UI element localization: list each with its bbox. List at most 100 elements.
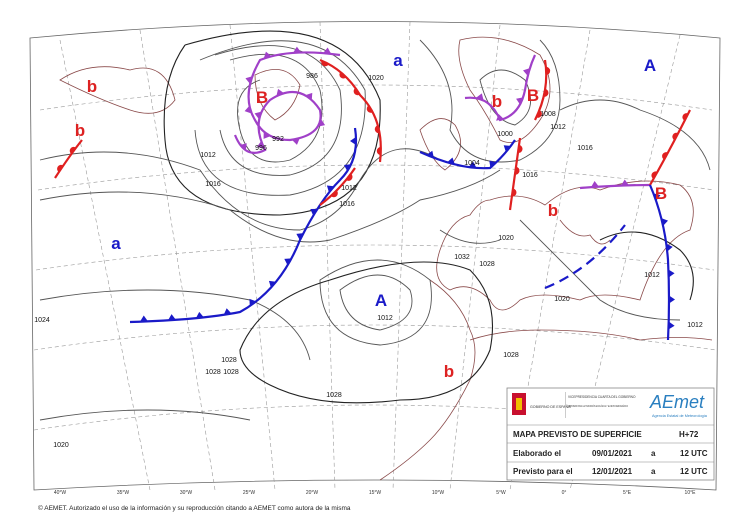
pressure-center: a bbox=[111, 234, 121, 253]
warm-front-symbol bbox=[339, 71, 347, 79]
cold-front-symbol bbox=[296, 233, 304, 241]
isobar-label: 1020 bbox=[498, 235, 514, 242]
isobar-label: 1016 bbox=[339, 201, 355, 208]
longitude-label: 15°W bbox=[369, 490, 382, 496]
fronts bbox=[54, 46, 691, 341]
warm-front bbox=[508, 137, 522, 211]
longitude-label: 25°W bbox=[243, 490, 256, 496]
isobar-label: 986 bbox=[306, 73, 318, 80]
isobar-label: 1032 bbox=[454, 254, 470, 261]
cold-front-symbol bbox=[661, 218, 669, 226]
warm-front bbox=[534, 59, 548, 121]
cold-front-symbol bbox=[263, 51, 272, 59]
cold-front-symbol bbox=[257, 140, 265, 149]
isobar-label: 1028 bbox=[223, 369, 239, 376]
cold-front-symbol bbox=[523, 68, 530, 76]
isobar-label: 1028 bbox=[221, 357, 237, 364]
cold-front-symbol bbox=[239, 143, 247, 151]
longitude-label: 35°W bbox=[117, 490, 130, 496]
graticule bbox=[33, 21, 717, 491]
cold-front-symbol bbox=[305, 92, 313, 101]
cold-front-symbol bbox=[468, 161, 477, 168]
isobar-label: 1028 bbox=[479, 261, 495, 268]
logo-flag bbox=[516, 398, 522, 410]
cold-front-symbol bbox=[284, 258, 292, 266]
isobar-label: 1020 bbox=[53, 442, 69, 449]
info-lead: H+72 bbox=[679, 430, 699, 439]
longitude-label: 20°W bbox=[306, 490, 319, 496]
warm-front bbox=[319, 58, 382, 163]
isobar-label: 1028 bbox=[326, 392, 342, 399]
cold-front-symbol bbox=[223, 308, 232, 315]
cold-front-symbol bbox=[666, 243, 673, 252]
cold-front-symbol bbox=[195, 311, 204, 319]
isobar-label: 1008 bbox=[540, 111, 556, 118]
issued-sep: a bbox=[651, 449, 656, 458]
pressure-center: B bbox=[655, 184, 667, 203]
cold-front-symbol bbox=[516, 97, 524, 105]
occluded-front bbox=[579, 183, 651, 190]
issued-date: 09/01/2021 bbox=[592, 449, 633, 458]
agency-name: Agencia Estatal de Meteorología bbox=[652, 414, 708, 418]
cold-front-symbol bbox=[426, 150, 434, 158]
cold-front-symbol bbox=[291, 138, 300, 145]
isobar-label: 992 bbox=[272, 136, 284, 143]
cold-front bbox=[648, 184, 671, 341]
isobar-label: 1024 bbox=[34, 317, 50, 324]
cold-front-symbol bbox=[254, 111, 262, 120]
isobar-label: 1016 bbox=[577, 145, 593, 152]
valid-label: Previsto para el bbox=[513, 467, 573, 476]
isobar-label: 1012 bbox=[341, 185, 357, 192]
warm-front-symbol bbox=[514, 166, 520, 175]
cold-front-symbol bbox=[244, 105, 252, 114]
valid-sep: a bbox=[651, 467, 656, 476]
isobar-label: 1004 bbox=[464, 160, 480, 167]
isobar-label: 1020 bbox=[554, 296, 570, 303]
occluded-front bbox=[233, 51, 341, 154]
cold-front-symbol bbox=[620, 179, 629, 186]
pressure-center: a bbox=[393, 51, 403, 70]
coastlines bbox=[59, 36, 713, 481]
cold-front-symbol bbox=[268, 280, 277, 288]
isobar-label: 1012 bbox=[687, 322, 703, 329]
cold-front-symbol bbox=[317, 119, 326, 127]
longitude-label: 0° bbox=[562, 490, 567, 496]
warm-front-symbol bbox=[69, 146, 77, 155]
isobar-label: 1028 bbox=[503, 352, 519, 359]
isobar-label: 1012 bbox=[200, 152, 216, 159]
cold-front-symbol bbox=[668, 295, 675, 304]
cold-front-symbol bbox=[326, 185, 335, 193]
info-box-frame bbox=[506, 387, 715, 481]
pressure-center: A bbox=[375, 291, 387, 310]
cold-front-symbol bbox=[489, 160, 497, 168]
cold-front-symbol bbox=[263, 131, 271, 139]
logo-text: GOBIERNO DE ESPAÑA bbox=[530, 404, 571, 409]
info-title: MAPA PREVISTO DE SUPERFICIE bbox=[513, 430, 642, 439]
agency-logo: AEmet bbox=[649, 392, 705, 412]
longitude-label: 30°W bbox=[180, 490, 193, 496]
pressure-center: b bbox=[87, 77, 97, 96]
trough bbox=[544, 224, 626, 290]
cold-front-symbol bbox=[245, 76, 253, 84]
isobar-label: 1012 bbox=[377, 315, 393, 322]
cold-front-symbol bbox=[167, 314, 176, 321]
pressure-center: B bbox=[256, 88, 268, 107]
cold-front-symbol bbox=[503, 145, 511, 153]
pressure-center: A bbox=[644, 56, 656, 75]
issued-time: 12 UTC bbox=[680, 449, 708, 458]
cold-front-symbol bbox=[349, 136, 357, 145]
info-box: GOBIERNO DE ESPAÑA VICEPRESIDENCIA CUART… bbox=[506, 387, 715, 481]
warm-front-symbol bbox=[511, 188, 517, 197]
cold-front-symbol bbox=[323, 47, 332, 54]
isobar-label: 996 bbox=[255, 145, 267, 152]
logo-text: MINISTERIO PARA LA TRANSICIÓN ECOLÓGICA … bbox=[568, 403, 628, 408]
longitude-label: 5°E bbox=[623, 490, 632, 496]
isobar-label: 1012 bbox=[644, 272, 660, 279]
pressure-center: b bbox=[75, 121, 85, 140]
valid-date: 12/01/2021 bbox=[592, 467, 633, 476]
valid-time: 12 UTC bbox=[680, 467, 708, 476]
warm-front-symbol bbox=[330, 190, 338, 198]
logo-text: VICEPRESIDENCIA CUARTA DEL GOBIERNO bbox=[568, 395, 636, 399]
